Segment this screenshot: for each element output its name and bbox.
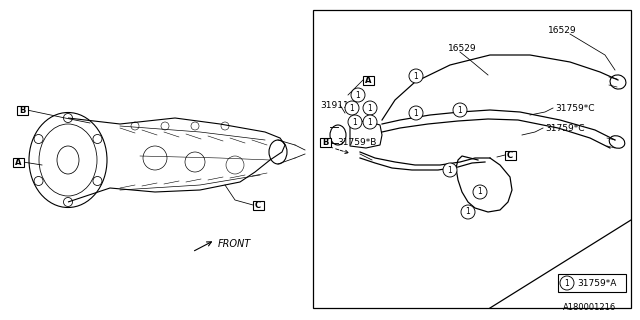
Circle shape <box>409 106 423 120</box>
Text: B: B <box>19 106 25 115</box>
Text: 1: 1 <box>349 103 355 113</box>
Circle shape <box>363 101 377 115</box>
Circle shape <box>461 205 475 219</box>
Circle shape <box>473 185 487 199</box>
Text: 31911: 31911 <box>320 100 349 109</box>
Circle shape <box>34 177 43 186</box>
Circle shape <box>93 177 102 186</box>
FancyBboxPatch shape <box>319 138 330 147</box>
Text: 16529: 16529 <box>448 44 477 52</box>
FancyBboxPatch shape <box>17 106 28 115</box>
Text: 1: 1 <box>477 188 483 196</box>
Text: C: C <box>255 201 261 210</box>
Text: A: A <box>15 157 21 166</box>
Text: C: C <box>507 150 513 159</box>
Text: A: A <box>365 76 371 84</box>
Circle shape <box>443 163 457 177</box>
Text: 31759*A: 31759*A <box>577 278 616 287</box>
Text: 1: 1 <box>447 165 452 174</box>
Circle shape <box>363 115 377 129</box>
Circle shape <box>409 69 423 83</box>
Bar <box>313 10 631 308</box>
Circle shape <box>560 276 574 290</box>
FancyBboxPatch shape <box>504 150 515 159</box>
Circle shape <box>34 134 43 143</box>
Text: 1: 1 <box>413 108 419 117</box>
Circle shape <box>63 197 72 206</box>
Text: 1: 1 <box>564 278 570 287</box>
Text: A180001216: A180001216 <box>563 303 616 312</box>
Circle shape <box>345 101 359 115</box>
Circle shape <box>351 88 365 102</box>
Text: 1: 1 <box>356 91 360 100</box>
Text: 1: 1 <box>413 71 419 81</box>
Text: 31759*B: 31759*B <box>337 138 376 147</box>
Circle shape <box>348 115 362 129</box>
Text: 31759*C: 31759*C <box>545 124 584 132</box>
Text: 1: 1 <box>466 207 470 217</box>
FancyBboxPatch shape <box>13 157 24 166</box>
Circle shape <box>93 134 102 143</box>
Text: 1: 1 <box>367 103 372 113</box>
Circle shape <box>63 114 72 123</box>
FancyBboxPatch shape <box>253 201 264 210</box>
Text: 1: 1 <box>353 117 357 126</box>
Text: 1: 1 <box>458 106 462 115</box>
Text: 1: 1 <box>367 117 372 126</box>
Text: 16529: 16529 <box>548 26 577 35</box>
Text: 31759*C: 31759*C <box>555 103 595 113</box>
Text: B: B <box>322 138 328 147</box>
Circle shape <box>453 103 467 117</box>
Text: FRONT: FRONT <box>218 239 252 249</box>
FancyBboxPatch shape <box>362 76 374 84</box>
Bar <box>558 274 626 292</box>
